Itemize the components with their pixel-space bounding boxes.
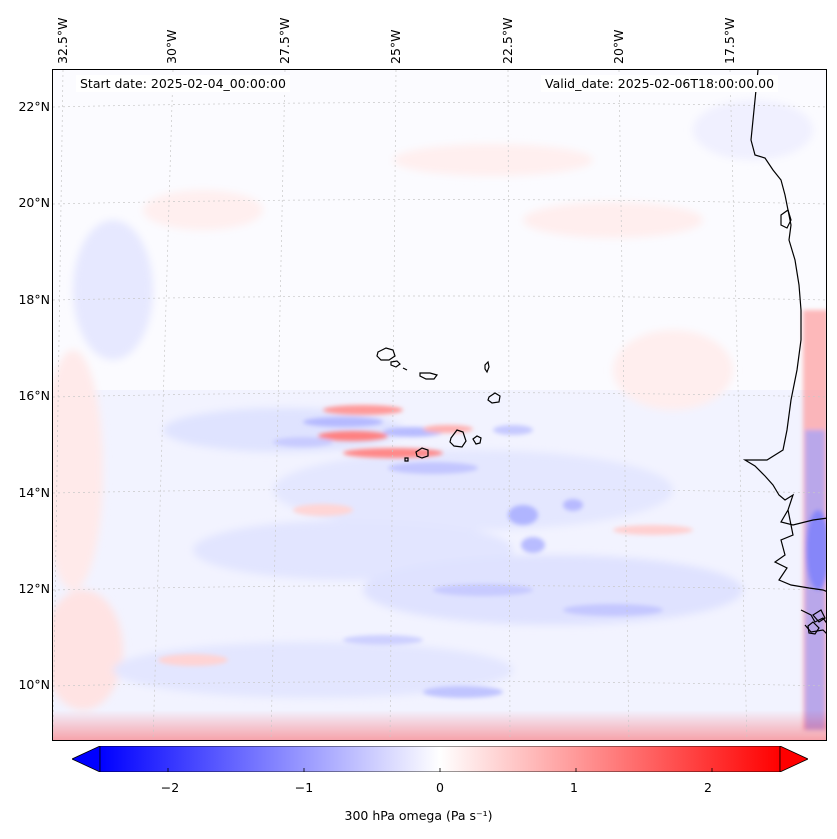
colorbar-title: 300 hPa omega (Pa s⁻¹) bbox=[344, 808, 493, 823]
coastal-islands bbox=[780, 209, 826, 635]
colorbar-tick-label: −2 bbox=[160, 780, 180, 795]
lat-label: 20°N bbox=[18, 195, 50, 210]
colorbar-tick-label: 0 bbox=[436, 780, 444, 795]
lat-label: 18°N bbox=[18, 292, 50, 307]
graticule bbox=[53, 70, 826, 740]
lat-label: 10°N bbox=[18, 677, 50, 692]
colorbar-min-extend bbox=[72, 746, 101, 772]
colorbar bbox=[72, 746, 808, 772]
convective-streaks bbox=[158, 405, 693, 698]
lon-label: 17.5°W bbox=[722, 17, 737, 64]
colorbar-tick-label: 2 bbox=[704, 780, 712, 795]
colorbar-max-extend bbox=[779, 746, 808, 772]
colorbar-ticks bbox=[167, 768, 713, 772]
start-date-label: Start date: 2025-02-04_00:00:00 bbox=[76, 75, 290, 92]
lon-label: 27.5°W bbox=[277, 17, 292, 64]
lon-label: 30°W bbox=[164, 29, 179, 64]
colorbar-tick-label: 1 bbox=[570, 780, 578, 795]
lat-label: 22°N bbox=[18, 99, 50, 114]
map-panel bbox=[52, 69, 827, 741]
lat-label: 14°N bbox=[18, 485, 50, 500]
lat-label: 16°N bbox=[18, 388, 50, 403]
lon-label: 32.5°W bbox=[55, 17, 70, 64]
lon-label: 25°W bbox=[388, 29, 403, 64]
lat-label: 12°N bbox=[18, 581, 50, 596]
colorbar-tick-label: −1 bbox=[294, 780, 314, 795]
lon-label: 20°W bbox=[611, 29, 626, 64]
cabo-verde-islands bbox=[376, 347, 501, 462]
omega-field bbox=[53, 70, 826, 740]
bottom-boundary-band bbox=[53, 710, 826, 740]
valid-date-label: Valid_date: 2025-02-06T18:00:00.00 bbox=[541, 75, 779, 92]
lon-label: 22.5°W bbox=[500, 17, 515, 64]
africa-coastline bbox=[742, 70, 826, 634]
colorbar-gradient bbox=[99, 746, 781, 772]
